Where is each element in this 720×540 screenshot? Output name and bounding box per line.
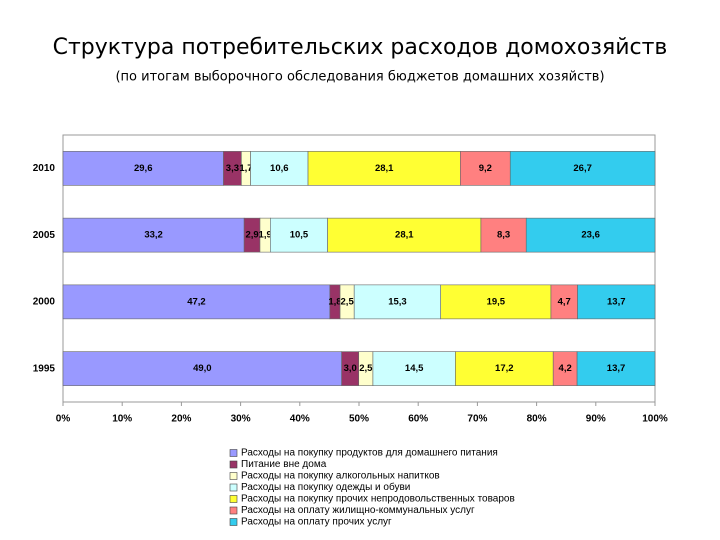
legend-swatch xyxy=(229,460,238,469)
legend-label: Питание вне дома xyxy=(241,459,327,470)
bar-segment xyxy=(455,351,554,386)
x-tick-label: 100% xyxy=(642,414,668,425)
value-label: 33,2 xyxy=(144,230,163,241)
bar-segment xyxy=(550,284,578,320)
legend-label: Расходы на покупку одежды и обуви xyxy=(241,481,410,493)
value-label: 29,6 xyxy=(134,163,153,174)
bar-segment xyxy=(307,151,461,186)
value-label: 23,6 xyxy=(581,230,600,241)
legend-label: Расходы на покупку алкогольных напитков xyxy=(241,471,440,482)
value-label: 15,3 xyxy=(388,296,407,307)
value-label: 4,2 xyxy=(559,363,572,374)
x-tick-label: 30% xyxy=(231,414,251,425)
value-label: 4,7 xyxy=(558,296,571,307)
bar-segment xyxy=(270,217,328,253)
legend-swatch xyxy=(229,472,238,480)
value-label: 14,5 xyxy=(405,363,424,374)
legend-label: Расходы на покупку продуктов для домашне… xyxy=(241,448,498,459)
legend-label: Расходы на оплату жилищно-коммунальных у… xyxy=(241,505,475,516)
value-label: 28,1 xyxy=(395,230,414,241)
value-label: 13,7 xyxy=(607,296,626,307)
bar-segment xyxy=(62,217,245,253)
value-label: 3,3 xyxy=(226,163,239,174)
value-label: 47,2 xyxy=(187,296,206,307)
bar-segment xyxy=(62,151,224,186)
value-label: 1,8 xyxy=(328,296,341,307)
value-label: 26,7 xyxy=(573,163,592,174)
bar-segment xyxy=(250,151,309,186)
x-tick-label: 40% xyxy=(290,414,310,425)
bar-segment xyxy=(440,284,552,320)
legend-label: Расходы на оплату прочих услуг xyxy=(241,517,392,528)
value-label: 49,0 xyxy=(193,363,212,374)
value-label: 19,5 xyxy=(487,296,506,307)
legend-swatch xyxy=(229,506,238,515)
legend-label: Расходы на покупку прочих непродовольств… xyxy=(241,494,515,505)
x-tick-label: 10% xyxy=(112,414,132,425)
chart-subtitle: (по итогам выборочного обследования бюдж… xyxy=(115,70,604,85)
value-label: 10,6 xyxy=(270,163,289,174)
chart-title: Структура потребительских расходов домох… xyxy=(53,35,668,60)
bar-segment xyxy=(577,284,656,320)
legend-swatch xyxy=(229,518,238,526)
bar-segment xyxy=(372,351,456,386)
value-label: 2,5 xyxy=(359,363,373,374)
x-tick-label: 50% xyxy=(349,414,369,425)
value-label: 2,9 xyxy=(245,230,258,241)
x-tick-label: 60% xyxy=(408,414,428,425)
value-label: 1,7 xyxy=(239,163,252,174)
bar-segment xyxy=(460,151,511,186)
bar-segment xyxy=(525,217,656,253)
x-tick-label: 0% xyxy=(56,414,71,425)
bar-segment xyxy=(353,284,442,320)
value-label: 2,5 xyxy=(341,296,355,307)
bar-segment xyxy=(509,151,656,186)
legend-swatch xyxy=(229,495,238,503)
bar-segment xyxy=(62,351,342,386)
x-tick-label: 80% xyxy=(527,414,547,425)
legend-swatch xyxy=(229,449,238,457)
bar-segment xyxy=(62,284,331,320)
value-label: 28,1 xyxy=(375,163,394,174)
legend-swatch xyxy=(229,483,238,492)
y-tick-label: 2005 xyxy=(33,230,56,241)
y-tick-label: 2010 xyxy=(33,163,56,174)
x-tick-label: 20% xyxy=(171,414,191,425)
value-label: 9,2 xyxy=(479,163,492,174)
value-label: 10,5 xyxy=(290,230,309,241)
y-tick-label: 1995 xyxy=(33,363,56,374)
x-tick-label: 90% xyxy=(586,414,606,425)
value-label: 3,0 xyxy=(344,363,357,374)
value-label: 1,9 xyxy=(259,230,272,241)
x-tick-label: 70% xyxy=(467,414,487,425)
y-tick-label: 2000 xyxy=(33,297,56,308)
value-label: 8,3 xyxy=(497,230,510,241)
value-label: 17,2 xyxy=(495,363,514,374)
bar-segment xyxy=(327,217,482,253)
value-label: 13,7 xyxy=(607,363,626,374)
bar-segment xyxy=(576,351,656,386)
